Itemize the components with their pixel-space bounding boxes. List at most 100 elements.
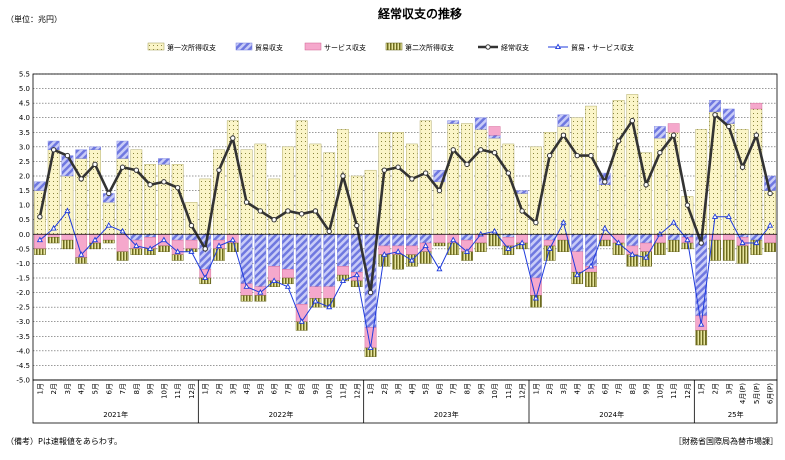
bar-segment xyxy=(47,234,60,238)
line-point xyxy=(670,219,677,225)
bar-segment xyxy=(75,257,88,264)
y-tick-label: 0.5 xyxy=(19,216,30,224)
bar-segment xyxy=(640,234,652,244)
bar-segment xyxy=(254,295,267,302)
line-point xyxy=(160,236,167,243)
legend-swatch xyxy=(385,42,403,51)
bar-segment xyxy=(116,234,129,252)
bar-segment xyxy=(61,234,74,241)
line-point xyxy=(698,321,705,327)
bar-segment xyxy=(461,234,473,241)
bar-segment xyxy=(254,234,267,287)
line-point xyxy=(463,248,471,254)
line-point xyxy=(712,112,718,118)
year-label: 2022年 xyxy=(269,410,294,419)
bar-segment xyxy=(350,280,363,287)
line-point xyxy=(739,239,746,246)
bars-layer xyxy=(34,94,776,357)
bar-segment xyxy=(309,234,322,287)
bar-segment xyxy=(130,149,143,235)
bar-segment xyxy=(626,234,639,247)
y-tick-label: -2.0 xyxy=(16,289,30,297)
line-point xyxy=(767,190,773,197)
bar-segment xyxy=(323,152,336,235)
x-tick-label: 10月 xyxy=(491,383,499,399)
bar-segment xyxy=(213,248,225,261)
line-point xyxy=(615,138,622,144)
line-point xyxy=(698,240,704,246)
bar-segment xyxy=(171,254,184,261)
x-tick-label: 5月 xyxy=(588,383,596,394)
bar-segment xyxy=(337,234,349,267)
bar-segment xyxy=(626,94,639,235)
x-tick-label: 4月 xyxy=(408,383,416,394)
bar-segment xyxy=(75,149,88,159)
line-point xyxy=(464,161,470,168)
line-point xyxy=(229,236,236,243)
legend-label: 第二次所得収支 xyxy=(405,43,454,52)
x-tick-label: 9月 xyxy=(312,383,320,394)
x-tick-label: 10月 xyxy=(656,383,664,399)
line-point xyxy=(92,161,98,168)
line-point xyxy=(533,219,539,226)
x-tick-label: 5月 xyxy=(257,383,265,394)
y-tick-label: -3.5 xyxy=(16,333,30,341)
line-point xyxy=(725,213,732,219)
bar-segment xyxy=(61,155,74,177)
bar-segment xyxy=(709,239,721,261)
line-point xyxy=(119,227,126,234)
line-point xyxy=(450,236,457,243)
x-tick-label: 10月 xyxy=(160,383,168,399)
y-tick-label: 1.0 xyxy=(19,202,30,210)
line-point xyxy=(601,224,608,231)
x-tick-label: 5月 xyxy=(422,383,430,394)
x-tick-label: 8月 xyxy=(629,383,637,394)
line-point xyxy=(491,149,498,156)
line-point xyxy=(546,245,553,251)
x-tick-label: 3月 xyxy=(395,383,403,394)
x-tick-label: 6月 xyxy=(271,383,279,394)
y-tick-label: -1.5 xyxy=(16,275,30,283)
line-point xyxy=(395,248,402,254)
bar-segment xyxy=(406,245,418,255)
bar-segment xyxy=(130,234,143,241)
line-point xyxy=(216,167,222,173)
bar-segment xyxy=(585,234,597,267)
bar-segment xyxy=(199,234,212,270)
x-tick-label: 1月 xyxy=(202,383,210,394)
bar-segment xyxy=(488,126,501,136)
line-point xyxy=(298,211,305,217)
y-tick-label: 1.5 xyxy=(19,187,30,195)
bar-segment xyxy=(433,242,446,247)
line-point xyxy=(215,242,223,248)
line-point xyxy=(119,164,126,170)
x-tick-label: 5月 xyxy=(92,383,100,394)
x-tick-label: 7月 xyxy=(450,383,458,394)
bar-segment xyxy=(116,251,129,261)
x-tick-label: 11月 xyxy=(340,383,348,399)
bar-segment xyxy=(433,234,446,244)
legend: 第一次所得収支 貿易収支 サービス収支 第二次所得収支 経常収支 貿易・サービス収支 xyxy=(147,42,634,52)
y-tick-label: -4.5 xyxy=(16,362,30,370)
x-tick-label: 2月 xyxy=(712,383,720,394)
legend-swatch xyxy=(147,42,165,51)
x-tick-label: 12月 xyxy=(684,383,692,399)
bar-segment xyxy=(736,245,749,264)
line-point xyxy=(243,283,250,289)
line-point xyxy=(505,245,512,251)
bar-segment xyxy=(144,164,156,235)
line-point xyxy=(422,170,429,176)
bar-segment xyxy=(681,242,694,250)
bar-segment xyxy=(282,277,294,285)
legend-label: 第一次所得収支 xyxy=(167,43,216,52)
line-point xyxy=(243,199,250,205)
bar-segment xyxy=(213,234,225,241)
line-point xyxy=(381,251,388,257)
bar-segment xyxy=(47,149,60,235)
line-point xyxy=(271,277,278,283)
y-tick-label: 3.0 xyxy=(19,143,30,151)
bar-segment xyxy=(516,190,528,194)
line-point xyxy=(284,283,291,289)
y-tick-label: -4.0 xyxy=(16,347,30,355)
